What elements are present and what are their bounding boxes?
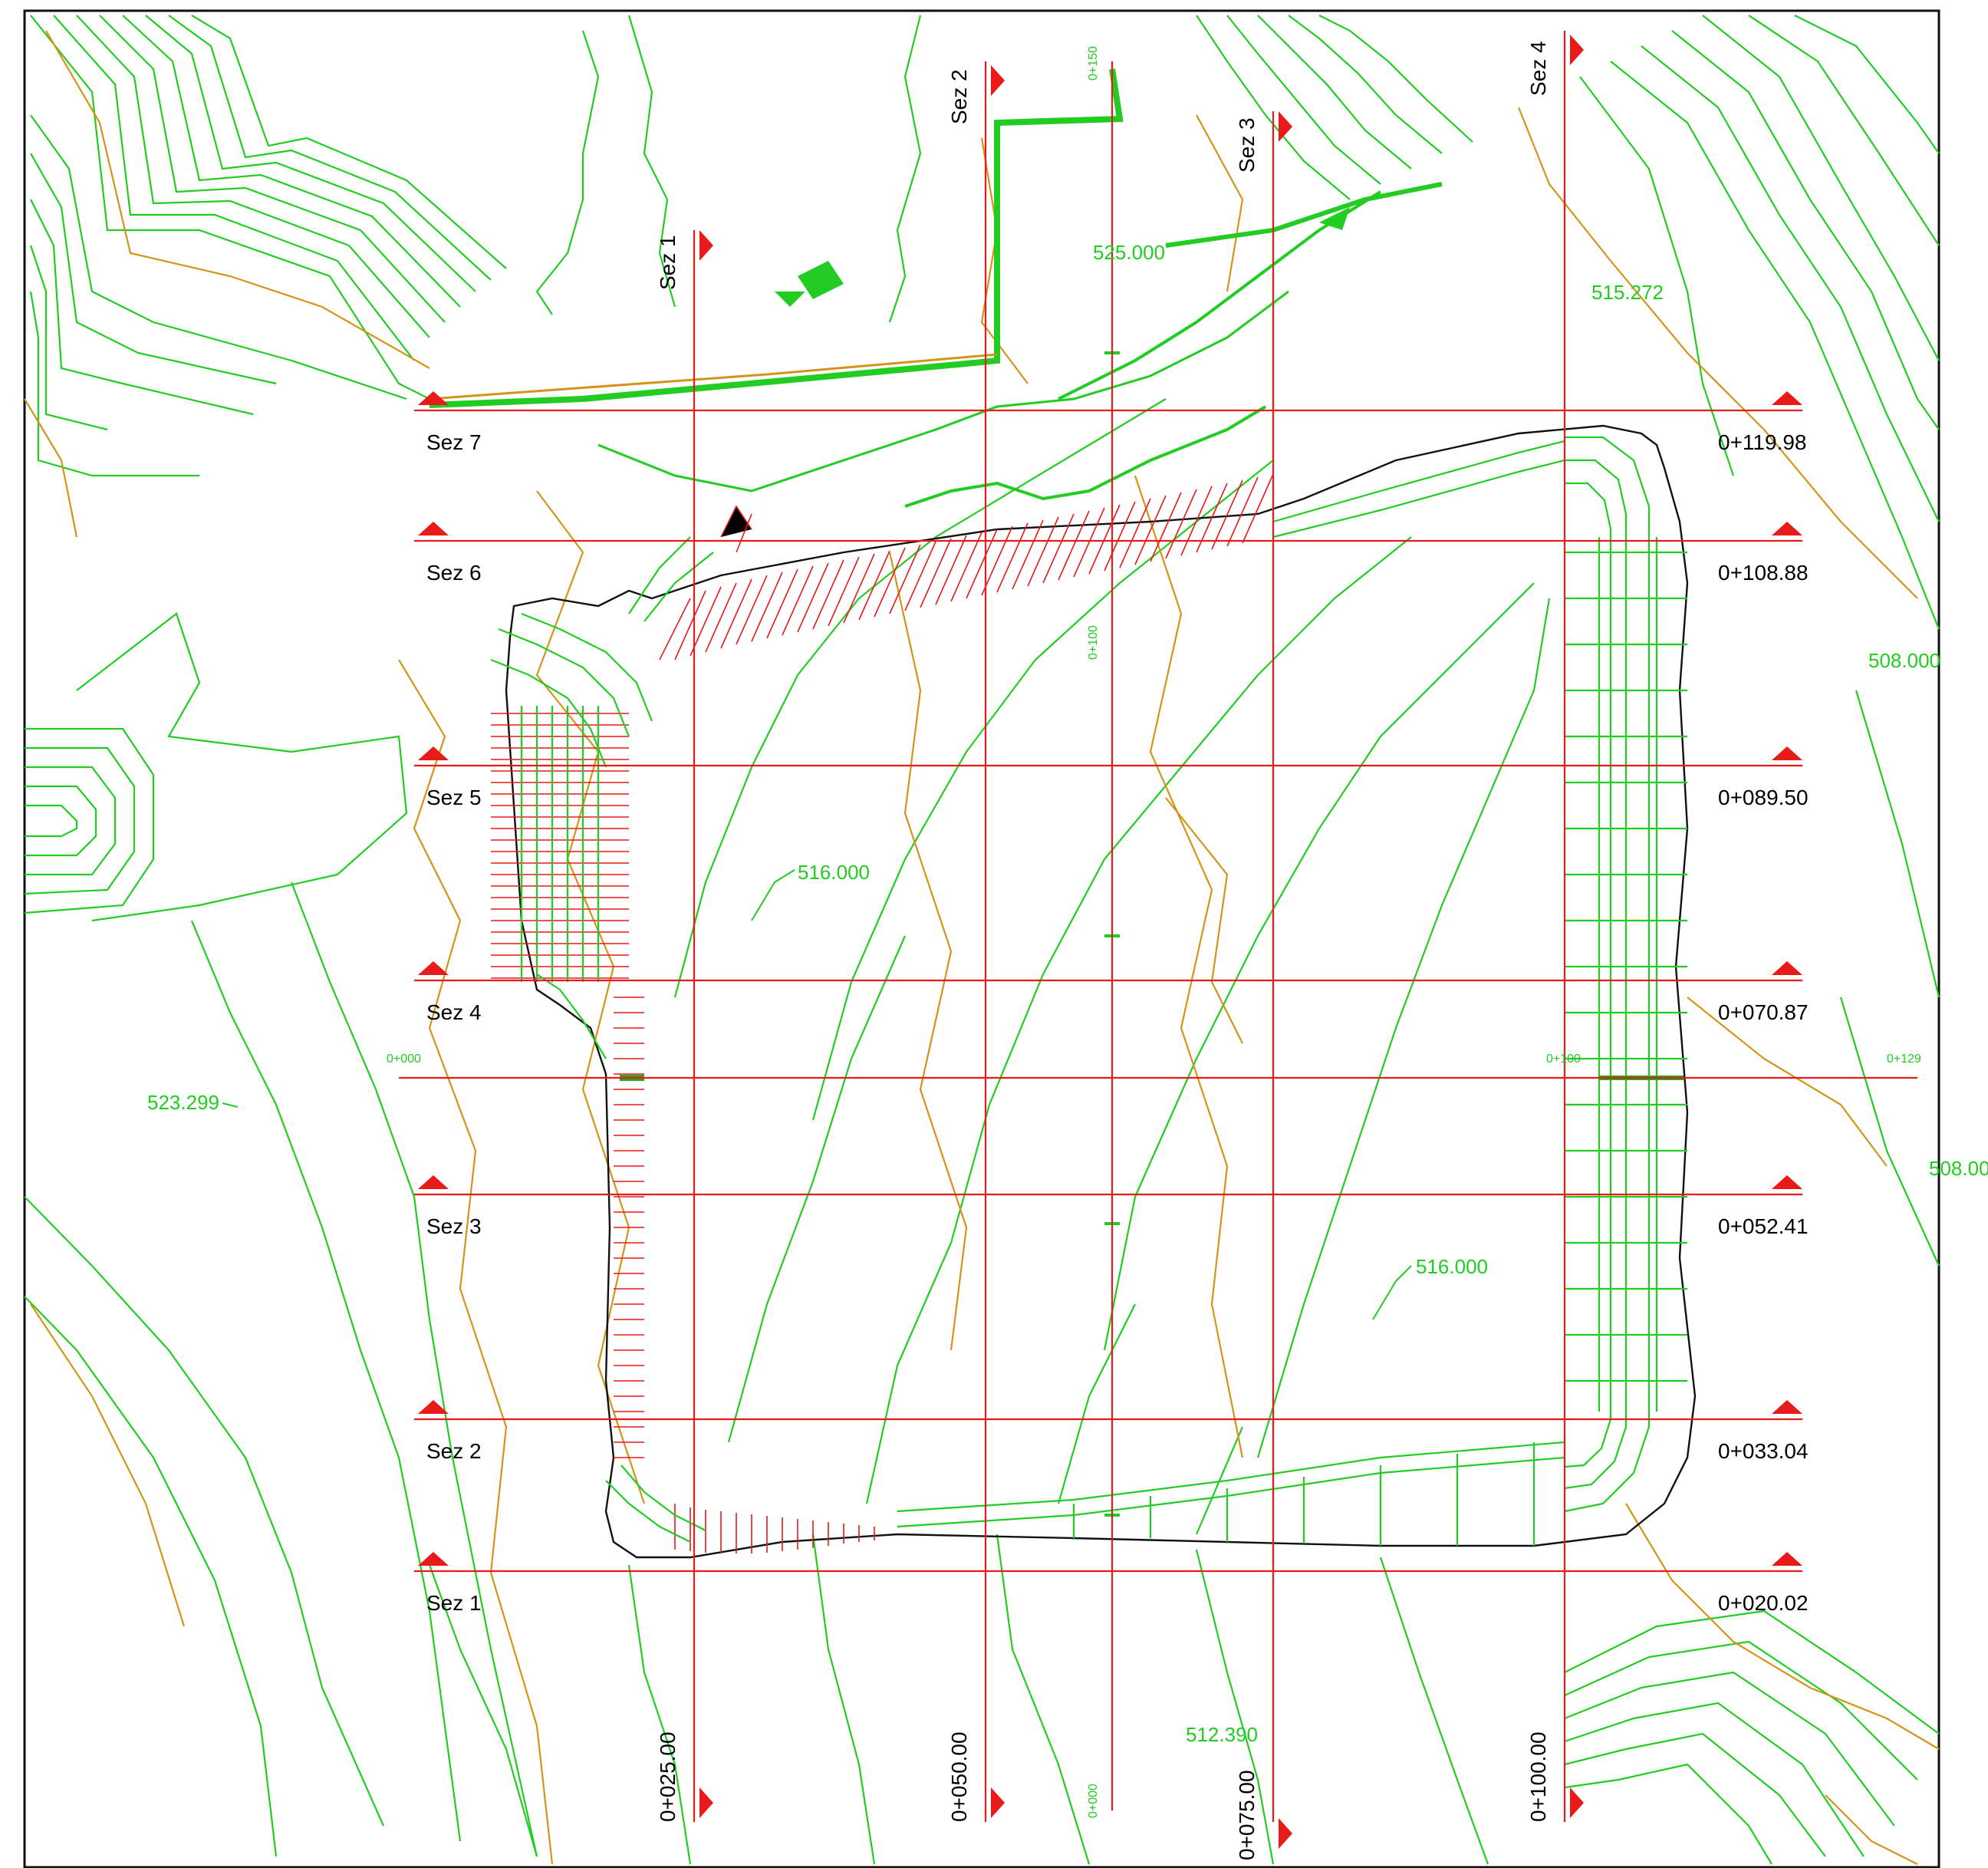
hatch-left [491, 473, 1274, 1553]
contours-orange [24, 30, 1940, 1865]
axis-h-mid: 0+100 [1546, 1053, 1581, 1066]
sez-v-4-label: Sez 4 [1526, 41, 1550, 96]
chainage-v-4: 0+100.00 [1526, 1731, 1550, 1822]
chainage-h-4: 0+070.87 [1718, 1000, 1809, 1024]
section-markers [418, 35, 1802, 1849]
road-grid-right [897, 436, 1687, 1546]
sez-h-1-label: Sez 1 [426, 1591, 482, 1615]
axis-v-end: 0+150 [1087, 46, 1100, 81]
horizontal-section-labels: Sez 7 Sez 6 Sez 5 Sez 4 Sez 3 Sez 2 Sez … [426, 430, 1809, 1615]
chainage-v-3: 0+075.00 [1235, 1770, 1259, 1860]
chainage-v-2: 0+050.00 [947, 1731, 971, 1822]
elevation-leaders [222, 869, 1412, 1320]
sez-h-5-label: Sez 5 [426, 786, 482, 809]
axis-h-end: 0+129 [1887, 1053, 1921, 1066]
fan-curves [490, 536, 714, 1543]
vertical-section-labels: Sez 1 Sez 2 Sez 3 Sez 4 0+025.00 0+050.0… [656, 41, 1550, 1860]
elevation-labels: 525.000 515.272 508.000 516.000 523.299 … [147, 241, 1988, 1746]
elevation-label: 512.390 [1186, 1723, 1258, 1746]
sez-v-3-label: Sez 3 [1235, 117, 1259, 173]
chainage-h-7: 0+119.98 [1718, 430, 1807, 454]
sez-v-1-label: Sez 1 [656, 235, 680, 290]
sez-h-4-label: Sez 4 [426, 1000, 482, 1024]
elevation-label: 516.000 [798, 861, 870, 884]
elevation-label: 508.00 [1929, 1157, 1988, 1180]
contours-green [24, 15, 1940, 1865]
elevation-label: 508.000 [1868, 649, 1940, 672]
chainage-h-3: 0+052.41 [1718, 1214, 1809, 1238]
axis-v-mid: 0+100 [1087, 625, 1100, 660]
chainage-h-6: 0+108.88 [1718, 561, 1809, 585]
axis-v-start: 0+000 [1087, 1784, 1100, 1818]
sez-h-7-label: Sez 7 [426, 430, 482, 454]
sez-h-3-label: Sez 3 [426, 1214, 482, 1238]
elevation-label: 515.272 [1591, 281, 1664, 304]
map-frame [23, 9, 1940, 1868]
ridge-band [429, 68, 1443, 508]
elevation-label: 525.000 [1093, 241, 1165, 264]
elevation-label: 516.000 [1416, 1255, 1488, 1278]
chainage-h-1: 0+020.02 [1718, 1591, 1809, 1615]
chainage-h-5: 0+089.50 [1718, 786, 1809, 809]
section-lines [399, 31, 1917, 1822]
axis-tick-labels: 0+000 0+100 0+129 0+000 0+100 0+150 [387, 46, 1921, 1818]
elevation-label: 523.299 [147, 1091, 219, 1114]
axis-h-start: 0+000 [387, 1053, 421, 1066]
chainage-v-1: 0+025.00 [656, 1731, 680, 1822]
chainage-h-2: 0+033.04 [1718, 1439, 1809, 1463]
sez-h-2-label: Sez 2 [426, 1439, 482, 1463]
sez-h-6-label: Sez 6 [426, 561, 482, 585]
sez-v-2-label: Sez 2 [947, 69, 971, 124]
